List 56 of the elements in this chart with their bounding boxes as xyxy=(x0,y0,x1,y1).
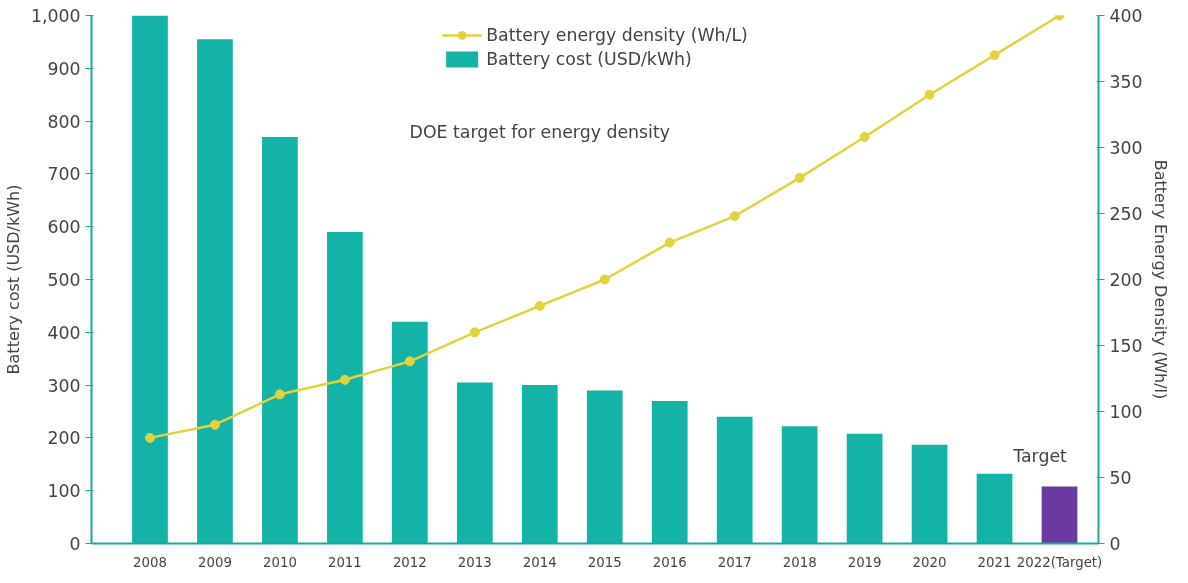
x-tick-label: 2009 xyxy=(197,554,232,570)
legend-label: Battery energy density (Wh/L) xyxy=(486,25,748,45)
y-tick-label: 500 xyxy=(47,270,81,290)
y-tick-label: 200 xyxy=(47,428,81,449)
point xyxy=(599,274,610,285)
x-tick-label: 2017 xyxy=(717,554,752,570)
y-tick-label: 400 xyxy=(47,322,81,343)
y-tick-label: 300 xyxy=(47,375,81,396)
point xyxy=(469,327,480,338)
x-tick-label: 2020 xyxy=(912,554,947,570)
y-tick-label: 100 xyxy=(47,481,81,502)
point xyxy=(859,131,870,142)
x-tick-label: 2014 xyxy=(522,554,557,570)
legend-label: Battery cost (USD/kWh) xyxy=(486,49,692,69)
point xyxy=(534,300,545,311)
y-axis-title: Battery cost (USD/kWh) xyxy=(3,184,23,375)
y-tick-label: 900 xyxy=(47,58,81,79)
x-tick-label: 2016 xyxy=(652,554,687,570)
y2-tick-label: 300 xyxy=(1109,138,1143,158)
y2-tick-label: 200 xyxy=(1109,270,1143,290)
x-tick-label: 2011 xyxy=(327,554,362,570)
x-tick-label: 2013 xyxy=(457,554,492,570)
point xyxy=(924,89,935,100)
point xyxy=(729,211,740,222)
y2-axis-title: Battery Energy Density (Wh/l) xyxy=(1150,159,1170,400)
annotation: Target xyxy=(1012,446,1068,467)
point xyxy=(664,237,675,248)
y-tick-label: 1,000 xyxy=(30,6,81,26)
point xyxy=(274,389,285,400)
y-tick-label: 600 xyxy=(47,217,81,238)
point xyxy=(794,172,805,183)
x-tick-label: 2019 xyxy=(847,554,882,570)
y-tick-label: 700 xyxy=(47,164,81,185)
x-tick-label: 2018 xyxy=(782,554,817,570)
point xyxy=(989,50,1000,61)
x-tick-label: 2021 xyxy=(977,554,1012,570)
y2-tick-label: 350 xyxy=(1109,72,1143,92)
annotation: DOE target for energy density xyxy=(409,121,670,142)
x-tick-label: 2012 xyxy=(392,554,427,570)
x-tick-label: 2015 xyxy=(587,554,622,570)
y2-tick-label: 0 xyxy=(1109,534,1121,554)
y-tick-label: 0 xyxy=(69,534,81,554)
point xyxy=(404,356,415,367)
y2-tick-label: 50 xyxy=(1109,468,1132,488)
y-tick-label: 800 xyxy=(47,111,81,132)
x-tick-label: 2022(Target) xyxy=(1016,554,1103,570)
y2-tick-label: 150 xyxy=(1109,336,1143,356)
bar xyxy=(1041,486,1078,544)
x-tick-label: 2010 xyxy=(262,554,297,570)
point xyxy=(144,432,155,443)
point xyxy=(339,374,350,385)
y2-tick-label: 100 xyxy=(1109,402,1143,422)
y2-tick-label: 250 xyxy=(1109,204,1143,224)
point xyxy=(209,419,220,430)
y2-tick-label: 400 xyxy=(1109,6,1143,26)
x-tick-label: 2008 xyxy=(133,554,167,570)
